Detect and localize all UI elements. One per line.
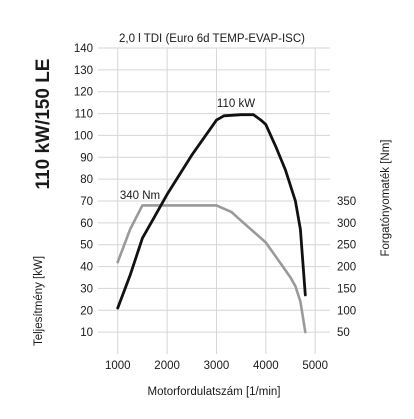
- series-label-power: 110 kW: [217, 98, 255, 110]
- y-left-tick-label: 50: [80, 240, 93, 252]
- y-left-tick-label: 40: [80, 262, 93, 274]
- y-left-tick-label: 30: [80, 283, 93, 295]
- y-left-tick-label: 80: [80, 174, 93, 186]
- y-left-tick-label: 130: [74, 65, 93, 77]
- y-axis-left-label: Teljesítmény [kW]: [33, 256, 45, 346]
- power-curve: [116, 113, 307, 310]
- y-right-tick-label: 200: [337, 262, 356, 274]
- grid-lines: [98, 47, 330, 354]
- y-left-tick-label: 110: [75, 109, 93, 121]
- y-left-tick-label: 120: [74, 87, 93, 99]
- y-left-tick-label: 140: [74, 43, 93, 55]
- x-tick-label: 2000: [154, 360, 180, 372]
- y-left-tick-label: 70: [80, 196, 93, 208]
- x-axis-label: Motorfordulatszám [1/min]: [148, 386, 281, 398]
- y-right-tick-label: 150: [337, 283, 356, 295]
- y-left-tick-label: 60: [80, 218, 93, 230]
- side-label: 110 kW/150 LE: [33, 59, 54, 190]
- chart-title: 2,0 l TDI (Euro 6d TEMP-EVAP-ISC): [119, 33, 305, 45]
- series-label-torque: 340 Nm: [120, 190, 160, 202]
- y-axis-right-label: Forgatónyomaték [Nm]: [380, 140, 392, 257]
- x-tick-label: 4000: [253, 360, 279, 372]
- torque-curve: [116, 204, 307, 334]
- y-left-tick-label: 100: [74, 130, 93, 142]
- y-left-tick-label: 20: [80, 305, 93, 317]
- y-right-tick-label: 250: [337, 240, 356, 252]
- x-tick-label: 5000: [302, 360, 328, 372]
- series-lines: [116, 113, 307, 334]
- tick-labels: 10 20 30 40 50 60 70 80 90 100 110 120 130 140 1000 200…: [74, 43, 356, 372]
- y-left-tick-label: 90: [80, 152, 93, 164]
- y-right-tick-label: 50: [337, 327, 350, 339]
- y-right-tick-label: 350: [337, 196, 356, 208]
- y-left-tick-label: 10: [80, 327, 93, 339]
- x-tick-label: 3000: [204, 360, 230, 372]
- x-tick-label: 1000: [105, 360, 131, 372]
- y-right-tick-label: 100: [337, 305, 356, 317]
- y-right-tick-label: 300: [337, 218, 356, 230]
